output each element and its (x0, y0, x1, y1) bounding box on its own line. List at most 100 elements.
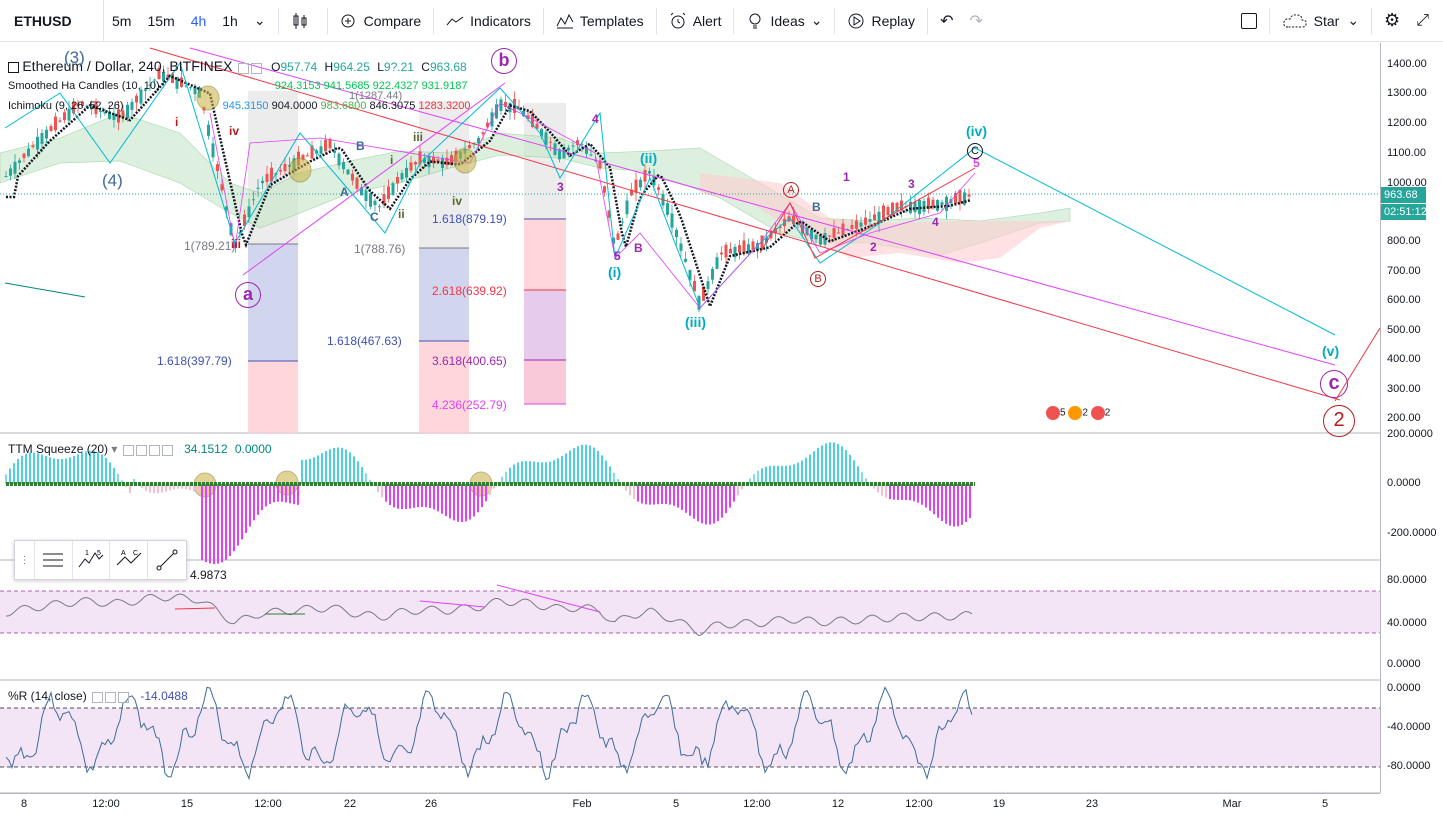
candle-body (9, 168, 12, 176)
interval-1h[interactable]: 1h (214, 0, 246, 42)
price-axis[interactable]: 1400.001300.001200.001100.001000.00900.0… (1380, 43, 1443, 793)
star-button[interactable]: Star ⌄ (1274, 0, 1367, 42)
candle-body (657, 187, 660, 190)
wave-number: B (634, 241, 643, 255)
interval-15m[interactable]: 15m (139, 0, 182, 42)
candle-body (738, 245, 741, 253)
candle-body (355, 177, 359, 189)
price-tick-label: 700.00 (1387, 265, 1421, 277)
candle-body (103, 112, 107, 114)
symbol-label: ETHUSD (14, 12, 72, 29)
candle-body (364, 190, 368, 201)
candle-body (549, 141, 552, 143)
candle-body (351, 173, 354, 181)
legend-button[interactable] (92, 692, 104, 704)
fib-tool-button[interactable] (35, 541, 73, 579)
toolbar-divider (277, 7, 279, 34)
candle-body (819, 235, 822, 245)
channel-line (759, 167, 976, 259)
alert-button[interactable]: Alert (661, 0, 730, 42)
candle-body (72, 102, 75, 114)
cloud-icon (1282, 13, 1307, 27)
wave-number: 3 (908, 177, 915, 191)
indicators-icon (446, 16, 464, 25)
legend-button[interactable] (118, 692, 130, 704)
compare-button[interactable]: Compare (332, 0, 430, 42)
replay-button[interactable]: Replay (839, 0, 923, 42)
toolbar-divider (542, 7, 544, 34)
grip-icon: ⋮ (19, 554, 30, 566)
compare-label: Compare (363, 12, 422, 29)
time-tick-label: 15 (180, 798, 194, 810)
candle-body (90, 106, 93, 110)
legend-button[interactable] (148, 445, 160, 457)
legend-button[interactable] (237, 63, 249, 75)
interval-4h[interactable]: 4h (183, 0, 215, 42)
maximize-button[interactable]: ⤢ (1408, 0, 1443, 42)
candle-body (319, 146, 323, 154)
lightbulb-icon (749, 13, 761, 28)
toolbar-divider (834, 7, 836, 34)
svg-text:5: 5 (97, 550, 101, 557)
interval-5m[interactable]: 5m (104, 0, 139, 42)
chevron-down-icon[interactable]: ▾ (111, 442, 118, 456)
event-flags[interactable]: 5 2 2 (1046, 406, 1110, 420)
wave-label-B: B (810, 271, 826, 287)
candle-body (837, 232, 840, 234)
candle-body (135, 95, 138, 103)
undo-button[interactable]: ↶ (932, 0, 961, 42)
indicator-tick-label: 0.0000 (1387, 682, 1421, 694)
candle-body (324, 139, 327, 152)
time-tick-label: 12 (831, 798, 845, 810)
legend-button[interactable] (161, 445, 173, 457)
legend-buttons (121, 443, 173, 457)
wave-number: 2 (870, 240, 877, 254)
candle-body (571, 145, 575, 147)
candle-body (715, 257, 719, 269)
interval-1h-label: 1h (222, 12, 238, 29)
legend-button[interactable] (135, 445, 147, 457)
candle-body (193, 86, 197, 95)
candle-body (562, 147, 566, 159)
candle-body (535, 123, 539, 129)
candle-body (648, 171, 651, 174)
trendline-button[interactable] (148, 541, 186, 579)
indicators-button[interactable]: Indicators (438, 0, 539, 42)
legend-button[interactable] (250, 63, 262, 75)
candle-body (765, 237, 768, 243)
candle-body (724, 244, 728, 258)
interval-dropdown[interactable]: ⌄ (246, 0, 274, 42)
settings-button[interactable]: ⚙ (1376, 0, 1408, 42)
rsi-line (5, 593, 973, 637)
drag-handle[interactable]: ⋮ (15, 541, 35, 579)
redo-button[interactable]: ↷ (961, 0, 990, 42)
wr-line (5, 686, 973, 781)
candle-body (301, 154, 305, 160)
redo-icon: ↷ (969, 12, 983, 30)
fullscreen-toggle-button[interactable] (1233, 0, 1265, 42)
candle-body (688, 269, 692, 281)
legend-button[interactable] (122, 445, 134, 457)
time-tick-label: 12:00 (254, 798, 282, 810)
compare-icon (341, 14, 355, 27)
ideas-button[interactable]: Ideas ⌄ (738, 0, 830, 42)
symbol-search[interactable]: ETHUSD (0, 0, 104, 42)
ttm-name: TTM Squeeze (20) (8, 442, 109, 456)
chart-type-button[interactable] (283, 0, 323, 42)
candle-body (796, 223, 800, 225)
candle-body (144, 89, 147, 91)
time-tick-label: 5 (672, 798, 680, 810)
templates-button[interactable]: Templates (548, 0, 652, 42)
candle-body (18, 160, 21, 163)
time-axis[interactable]: 8 12:00 15 12:00 22 26 Feb 5 12:00 12 12:00 19 23 Mar… (0, 793, 1380, 816)
eye-icon[interactable] (8, 62, 19, 74)
low-label: L (377, 60, 384, 74)
price-tick-label: 200.00 (1387, 412, 1421, 424)
legend-button[interactable] (105, 692, 117, 704)
templates-label: Templates (579, 12, 644, 29)
toolbar-divider (927, 7, 929, 34)
